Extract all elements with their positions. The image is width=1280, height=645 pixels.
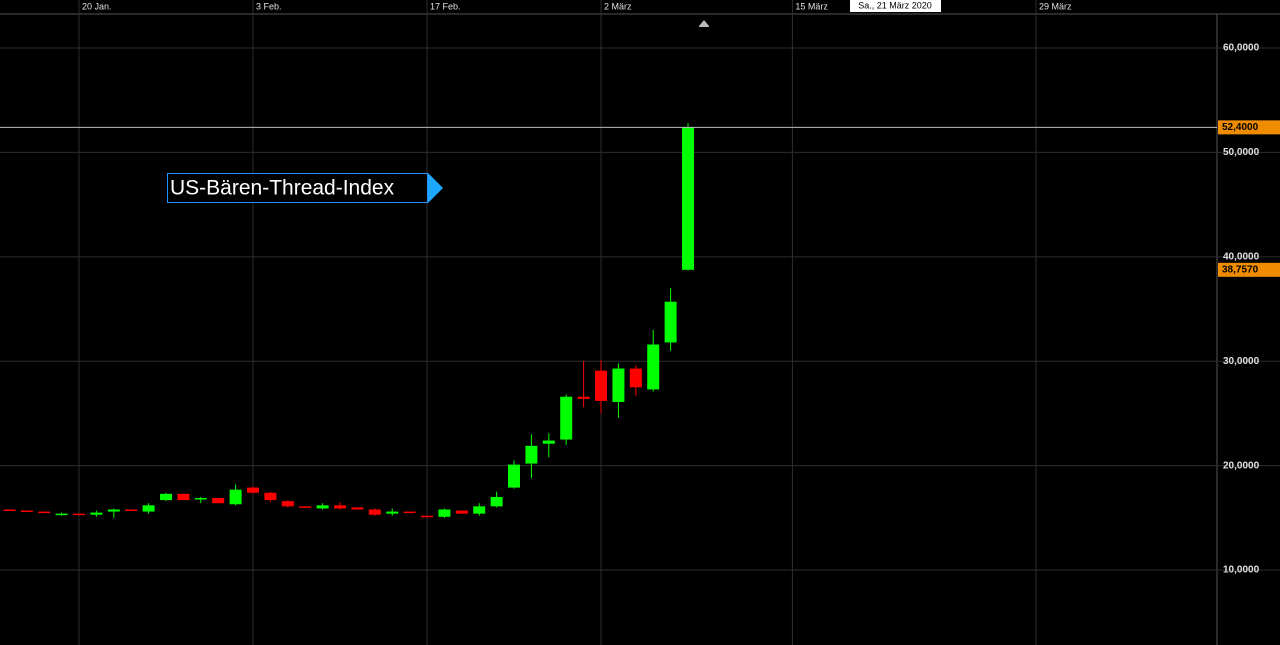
y-tick-label: 60,0000: [1223, 43, 1260, 54]
candle-body: [473, 506, 486, 514]
candle-body: [142, 505, 155, 512]
candle-body: [90, 512, 103, 515]
x-tick-label: 29 März: [1039, 1, 1072, 11]
candle-body: [612, 368, 625, 402]
candle-body: [455, 510, 468, 514]
y-tick-label: 40,0000: [1223, 251, 1260, 262]
marker-icon: [699, 20, 709, 27]
candle-body: [438, 509, 451, 517]
candle-body: [229, 489, 242, 505]
candle-body: [421, 515, 434, 518]
candle-body: [351, 507, 364, 510]
candle-body: [368, 509, 381, 515]
candle-body: [508, 464, 521, 488]
candle-body: [595, 370, 608, 401]
candle-body: [281, 501, 294, 507]
x-tick-label: 17 Feb.: [430, 1, 461, 11]
candle-body: [72, 513, 85, 516]
candle-body: [560, 396, 573, 440]
candle-body: [160, 493, 173, 501]
candle-body: [194, 498, 207, 500]
candle-body: [55, 513, 68, 516]
price-label-box: [1218, 262, 1280, 277]
candles: [3, 123, 695, 518]
candle-body: [125, 509, 138, 511]
candle-body: [664, 301, 677, 343]
x-tick-label: 3 Feb.: [256, 1, 282, 11]
y-tick-label: 30,0000: [1223, 356, 1260, 367]
cursor-box: [850, 0, 941, 12]
candle-body: [647, 344, 660, 390]
x-tick-label: 15 März: [795, 1, 828, 11]
candle-body: [403, 511, 416, 514]
candle-body: [177, 493, 190, 501]
candle-body: [20, 510, 33, 513]
candle-body: [316, 505, 329, 509]
candle-body: [490, 496, 503, 507]
cursor-label: Sa., 21 März 2020: [858, 0, 932, 10]
candle-body: [38, 511, 51, 514]
title-arrow: [428, 173, 443, 203]
candle-body: [247, 487, 260, 493]
candle-body: [629, 368, 642, 388]
x-tick-label: 20 Jan.: [82, 1, 112, 11]
candle-body: [386, 511, 399, 514]
price-label: 38,7570: [1222, 264, 1259, 275]
candle-body: [682, 127, 695, 270]
y-tick-label: 20,0000: [1223, 460, 1260, 471]
price-label: 52,4000: [1222, 122, 1259, 133]
y-tick-label: 10,0000: [1223, 565, 1260, 576]
y-tick-label: 50,0000: [1223, 147, 1260, 158]
candle-body: [107, 509, 120, 512]
x-tick-label: 2 März: [604, 1, 632, 11]
candle-body: [542, 440, 555, 444]
candle-body: [3, 509, 16, 511]
candle-body: [212, 498, 225, 504]
candle-body: [299, 506, 312, 508]
price-label-box: [1218, 120, 1280, 135]
candle-body: [525, 445, 538, 464]
candle-body: [334, 505, 347, 509]
candle-body: [577, 396, 590, 399]
chart-title: US-Bären-Thread-Index: [170, 177, 395, 200]
title-box: [167, 173, 428, 203]
candle-body: [264, 492, 277, 501]
